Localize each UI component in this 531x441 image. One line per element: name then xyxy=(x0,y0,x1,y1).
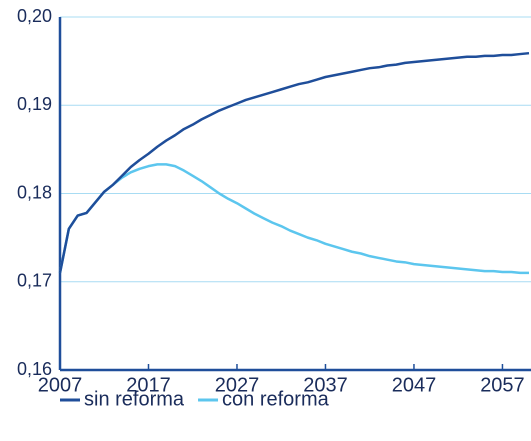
y-tick-label: 0,20 xyxy=(17,6,52,26)
y-tick-label: 0,17 xyxy=(17,271,52,291)
line-series xyxy=(58,51,530,274)
y-tick-label: 0,19 xyxy=(17,94,52,114)
legend-label: sin reforma xyxy=(84,388,185,410)
y-tick-label: 0,16 xyxy=(17,359,52,379)
x-tick-label: 2017 xyxy=(126,374,171,396)
x-tick-label: 2057 xyxy=(480,374,525,396)
line-series xyxy=(58,163,529,275)
x-tick-label: 2037 xyxy=(303,374,348,396)
x-tick-label: 2027 xyxy=(215,374,260,396)
legend-label: con reforma xyxy=(222,388,330,410)
x-tick-label: 2007 xyxy=(38,374,83,396)
x-tick-label: 2047 xyxy=(392,374,437,396)
y-tick-label: 0,18 xyxy=(17,182,52,202)
